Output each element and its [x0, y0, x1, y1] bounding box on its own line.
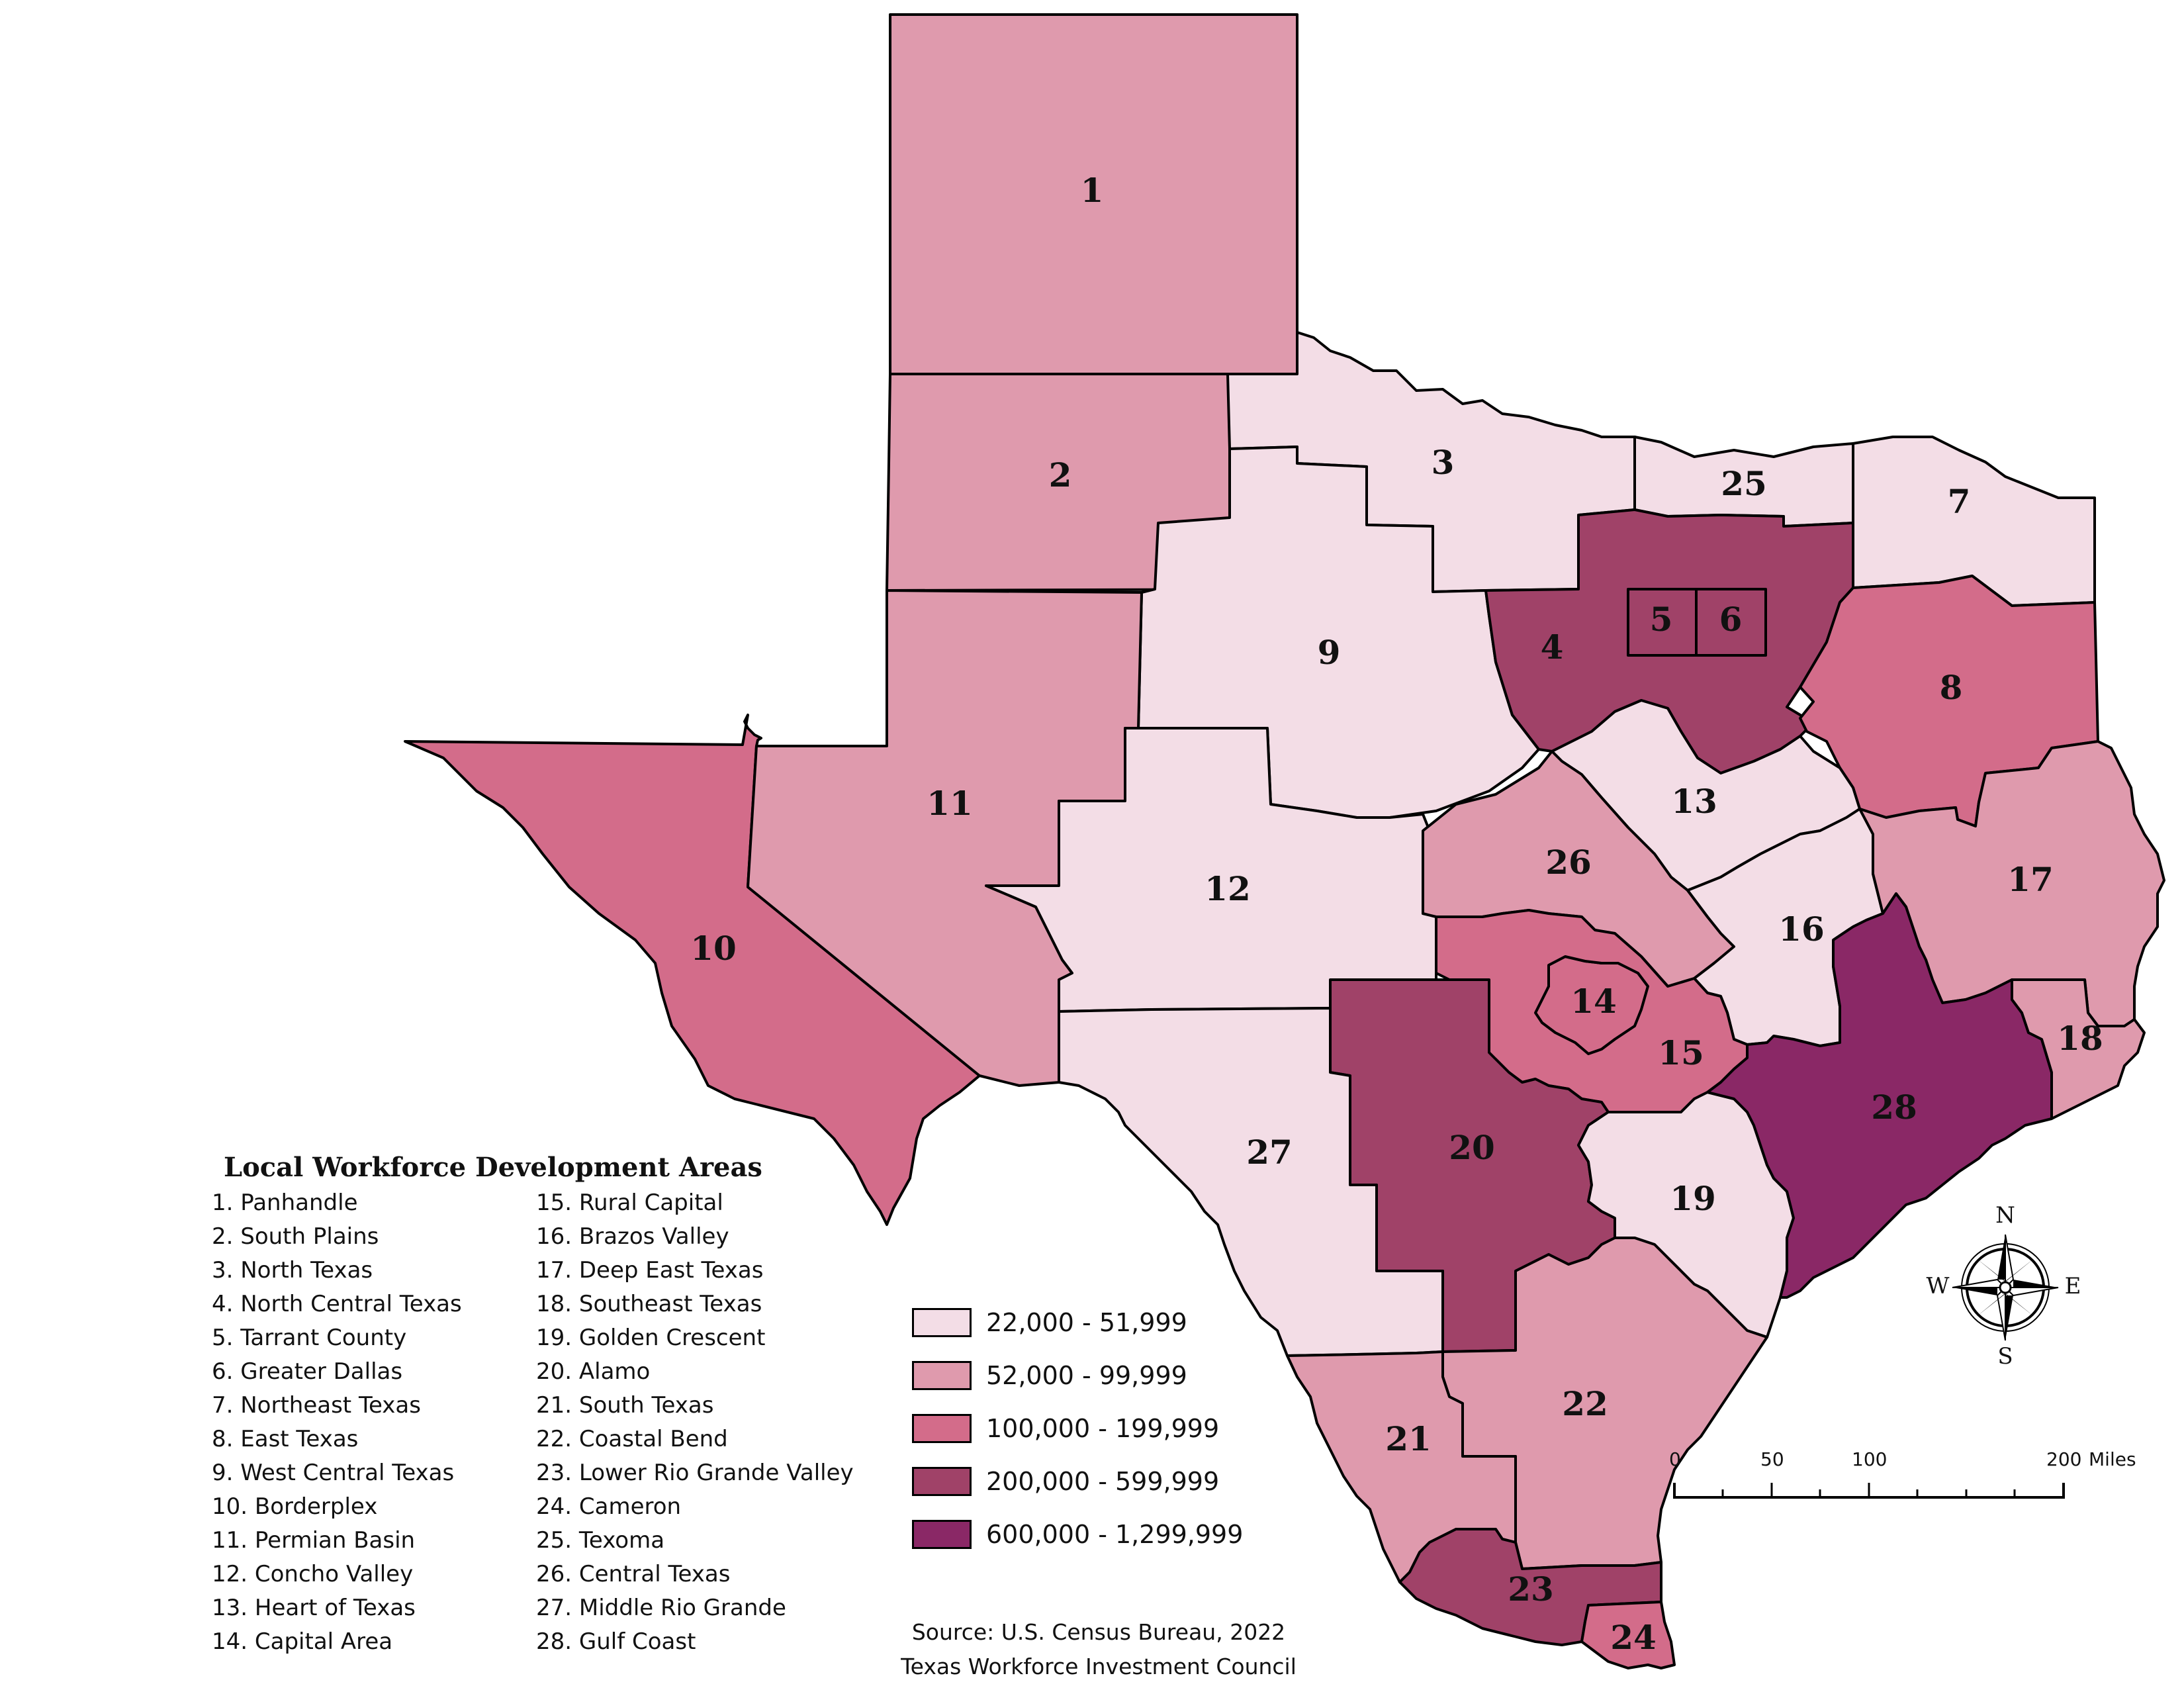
region-label-10: 10 [690, 929, 737, 968]
color-swatch [912, 1467, 972, 1496]
scale-tick-100: 100 [1852, 1448, 1887, 1470]
legend-title: Local Workforce Development Areas [224, 1152, 762, 1183]
area-list-item: 5. Tarrant County [212, 1325, 407, 1351]
color-swatch [912, 1520, 972, 1549]
scale-tick-50: 50 [1760, 1448, 1784, 1470]
color-legend-item: 600,000 - 1,299,999 [912, 1508, 1243, 1561]
scale-bar: 0 50 100 200 Miles [1669, 1448, 2136, 1499]
compass-rose-icon: N S E W [1927, 1202, 2081, 1370]
area-list-item: 14. Capital Area [212, 1628, 393, 1655]
area-list-item: 9. West Central Texas [212, 1460, 455, 1486]
region-label-14: 14 [1570, 982, 1617, 1021]
region-label-6: 6 [1719, 600, 1743, 639]
area-list-item: 20. Alamo [536, 1358, 651, 1385]
regions-layer [404, 13, 2165, 1669]
area-list-item: 28. Gulf Coast [536, 1628, 696, 1655]
region-6 [1695, 588, 1767, 657]
area-list-item: 25. Texoma [536, 1527, 665, 1554]
region-10 [404, 714, 981, 1226]
area-list-item: 15. Rural Capital [536, 1190, 723, 1216]
color-legend-item: 52,000 - 99,999 [912, 1349, 1243, 1402]
region-label-2: 2 [1049, 455, 1072, 494]
area-list-item: 10. Borderplex [212, 1493, 378, 1520]
region-label-8: 8 [1940, 668, 1963, 707]
region-label-11: 11 [927, 784, 973, 823]
area-list-item: 3. North Texas [212, 1257, 373, 1284]
region-label-25: 25 [1721, 464, 1767, 503]
region-label-7: 7 [1948, 482, 1971, 521]
compass-n: N [1995, 1202, 2015, 1229]
range-label: 22,000 - 51,999 [986, 1308, 1187, 1337]
region-label-24: 24 [1610, 1618, 1657, 1657]
scale-unit: Miles [2089, 1448, 2136, 1470]
color-swatch [912, 1361, 972, 1390]
color-swatch [912, 1414, 972, 1443]
region-23 [1398, 1528, 1662, 1646]
region-label-27: 27 [1246, 1133, 1293, 1172]
region-label-21: 21 [1385, 1419, 1432, 1458]
area-list-item: 22. Coastal Bend [536, 1426, 728, 1452]
region-label-9: 9 [1318, 633, 1341, 672]
compass-e: E [2065, 1273, 2081, 1299]
region-label-12: 12 [1205, 869, 1251, 908]
scale-tick-200: 200 [2046, 1448, 2081, 1470]
region-24 [1580, 1601, 1676, 1669]
region-18 [2011, 978, 2146, 1120]
source-line: Texas Workforce Investment Council [901, 1654, 1297, 1679]
region-label-1: 1 [1081, 171, 1104, 210]
area-list-item: 8. East Texas [212, 1426, 359, 1452]
scale-tick-0: 0 [1669, 1448, 1681, 1470]
area-list-item: 18. Southeast Texas [536, 1291, 762, 1317]
range-label: 600,000 - 1,299,999 [986, 1520, 1244, 1549]
area-list-item: 7. Northeast Texas [212, 1392, 421, 1419]
area-list-item: 23. Lower Rio Grande Valley [536, 1460, 854, 1486]
region-label-22: 22 [1562, 1384, 1608, 1423]
region-27 [1058, 1007, 1444, 1357]
color-legend-item: 200,000 - 599,999 [912, 1455, 1243, 1508]
region-label-19: 19 [1670, 1179, 1716, 1218]
region-label-18: 18 [2057, 1019, 2103, 1058]
area-list-item: 19. Golden Crescent [536, 1325, 766, 1351]
area-list-item: 1. Panhandle [212, 1190, 358, 1216]
area-list-column-1: 1. Panhandle 2. South Plains 3. North Te… [212, 1186, 462, 1659]
region-label-13: 13 [1671, 782, 1717, 821]
area-list-item: 26. Central Texas [536, 1561, 731, 1587]
area-list-item: 2. South Plains [212, 1223, 379, 1250]
region-label-28: 28 [1871, 1088, 1917, 1127]
area-list-item: 24. Cameron [536, 1493, 682, 1520]
area-list-item: 13. Heart of Texas [212, 1595, 416, 1621]
area-list-item: 6. Greater Dallas [212, 1358, 403, 1385]
region-label-26: 26 [1545, 843, 1592, 882]
area-list-item: 21. South Texas [536, 1392, 714, 1419]
region-label-23: 23 [1508, 1570, 1554, 1609]
range-label: 200,000 - 599,999 [986, 1467, 1220, 1496]
area-list-item: 4. North Central Texas [212, 1291, 462, 1317]
region-label-16: 16 [1778, 910, 1825, 949]
region-label-5: 5 [1650, 600, 1673, 639]
color-legend-item: 100,000 - 199,999 [912, 1402, 1243, 1455]
range-label: 100,000 - 199,999 [986, 1414, 1220, 1443]
region-label-17: 17 [2007, 860, 2054, 899]
area-list-item: 11. Permian Basin [212, 1527, 416, 1554]
compass-s: S [1997, 1343, 2013, 1370]
source-line: Source: U.S. Census Bureau, 2022 [911, 1619, 1286, 1645]
region-label-3: 3 [1432, 443, 1455, 482]
compass-w: W [1927, 1273, 1950, 1299]
region-label-4: 4 [1541, 628, 1564, 667]
source-note: Source: U.S. Census Bureau, 2022 Texas W… [867, 1615, 1330, 1684]
area-list-item: 16. Brazos Valley [536, 1223, 729, 1250]
area-list-item: 17. Deep East Texas [536, 1257, 764, 1284]
area-list-item: 12. Concho Valley [212, 1561, 414, 1587]
region-label-15: 15 [1658, 1033, 1704, 1072]
color-legend-item: 22,000 - 51,999 [912, 1296, 1243, 1349]
area-list-item: 27. Middle Rio Grande [536, 1595, 786, 1621]
area-list-column-2: 15. Rural Capital 16. Brazos Valley 17. … [536, 1186, 854, 1659]
region-label-20: 20 [1449, 1128, 1495, 1167]
color-swatch [912, 1308, 972, 1337]
region-labels: 1 2 3 4 5 6 7 8 9 10 11 12 13 14 15 16 1… [690, 171, 2103, 1657]
range-label: 52,000 - 99,999 [986, 1361, 1187, 1390]
color-legend: 22,000 - 51,999 52,000 - 99,999 100,000 … [912, 1296, 1243, 1561]
